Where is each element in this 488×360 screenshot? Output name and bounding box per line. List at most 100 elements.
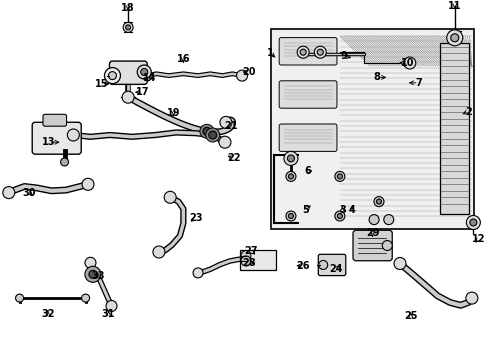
Circle shape: [104, 68, 120, 84]
Text: 1: 1: [266, 48, 273, 58]
Text: 18: 18: [121, 3, 135, 13]
FancyBboxPatch shape: [32, 122, 81, 154]
Text: 5: 5: [302, 204, 309, 215]
FancyBboxPatch shape: [352, 230, 391, 261]
Circle shape: [125, 25, 130, 30]
Circle shape: [85, 257, 96, 268]
Text: 30: 30: [22, 188, 36, 198]
Bar: [239, 250, 276, 270]
Circle shape: [318, 260, 327, 269]
Circle shape: [334, 171, 344, 181]
Text: 21: 21: [224, 121, 237, 131]
Circle shape: [403, 57, 415, 69]
FancyBboxPatch shape: [279, 124, 336, 152]
Circle shape: [469, 219, 476, 226]
Circle shape: [383, 215, 393, 225]
Text: 16: 16: [176, 54, 190, 64]
Circle shape: [337, 174, 342, 179]
Text: 22: 22: [226, 153, 240, 163]
Text: 33: 33: [91, 271, 104, 282]
Circle shape: [123, 22, 133, 32]
Circle shape: [284, 152, 297, 165]
Text: 29: 29: [365, 228, 379, 238]
Circle shape: [67, 129, 79, 141]
Circle shape: [334, 211, 344, 221]
Text: 27: 27: [244, 246, 258, 256]
Circle shape: [81, 294, 89, 302]
Text: 11: 11: [447, 1, 461, 11]
Text: 31: 31: [102, 309, 115, 319]
Circle shape: [193, 268, 203, 278]
Text: 15: 15: [95, 79, 108, 89]
Text: 13: 13: [42, 137, 56, 147]
Text: 25: 25: [403, 311, 417, 321]
Circle shape: [466, 216, 479, 229]
Circle shape: [82, 178, 94, 190]
Text: 12: 12: [470, 234, 484, 244]
Text: 3: 3: [338, 204, 345, 215]
Text: 6: 6: [304, 166, 310, 176]
Circle shape: [219, 136, 230, 148]
Bar: [439, 43, 468, 214]
Circle shape: [164, 191, 176, 203]
Circle shape: [300, 49, 305, 55]
Circle shape: [137, 65, 151, 79]
Circle shape: [287, 155, 294, 162]
Circle shape: [288, 174, 293, 179]
Text: 4: 4: [348, 204, 355, 215]
FancyBboxPatch shape: [43, 114, 66, 126]
FancyBboxPatch shape: [109, 61, 147, 84]
FancyBboxPatch shape: [279, 81, 336, 108]
Text: 24: 24: [329, 264, 343, 274]
Circle shape: [393, 257, 405, 270]
Circle shape: [208, 131, 216, 139]
Circle shape: [368, 215, 378, 225]
Circle shape: [106, 301, 117, 311]
Circle shape: [241, 256, 250, 266]
Circle shape: [241, 251, 250, 261]
Circle shape: [236, 70, 247, 81]
Bar: [271, 29, 473, 229]
Circle shape: [376, 199, 381, 204]
Circle shape: [200, 124, 213, 138]
Circle shape: [446, 30, 462, 46]
Circle shape: [203, 127, 210, 135]
FancyBboxPatch shape: [318, 254, 345, 276]
Circle shape: [16, 294, 23, 302]
Circle shape: [285, 211, 295, 221]
Circle shape: [3, 186, 15, 199]
Text: 14: 14: [143, 73, 157, 84]
Circle shape: [85, 266, 101, 282]
FancyBboxPatch shape: [279, 37, 336, 65]
Circle shape: [108, 72, 116, 80]
Text: 20: 20: [242, 67, 256, 77]
Text: 2: 2: [464, 107, 471, 117]
Circle shape: [141, 70, 152, 81]
Circle shape: [297, 46, 308, 58]
Circle shape: [153, 246, 164, 258]
Circle shape: [450, 34, 458, 42]
Text: 10: 10: [400, 58, 413, 68]
Circle shape: [61, 158, 68, 166]
Circle shape: [285, 171, 295, 181]
Circle shape: [205, 128, 219, 142]
Text: 9: 9: [340, 51, 346, 61]
Circle shape: [373, 197, 383, 207]
Circle shape: [337, 213, 342, 219]
Text: 8: 8: [372, 72, 379, 82]
Circle shape: [89, 270, 97, 278]
Circle shape: [122, 91, 134, 103]
Circle shape: [317, 49, 323, 55]
Text: 7: 7: [414, 78, 421, 88]
Circle shape: [141, 68, 147, 76]
Text: 19: 19: [166, 108, 180, 118]
Circle shape: [382, 240, 391, 251]
Circle shape: [314, 46, 325, 58]
Text: 23: 23: [188, 213, 202, 223]
Circle shape: [465, 292, 477, 304]
Text: 28: 28: [242, 258, 256, 268]
Text: 17: 17: [136, 87, 149, 97]
Text: 26: 26: [296, 261, 309, 271]
Circle shape: [288, 213, 293, 219]
Circle shape: [220, 116, 231, 129]
